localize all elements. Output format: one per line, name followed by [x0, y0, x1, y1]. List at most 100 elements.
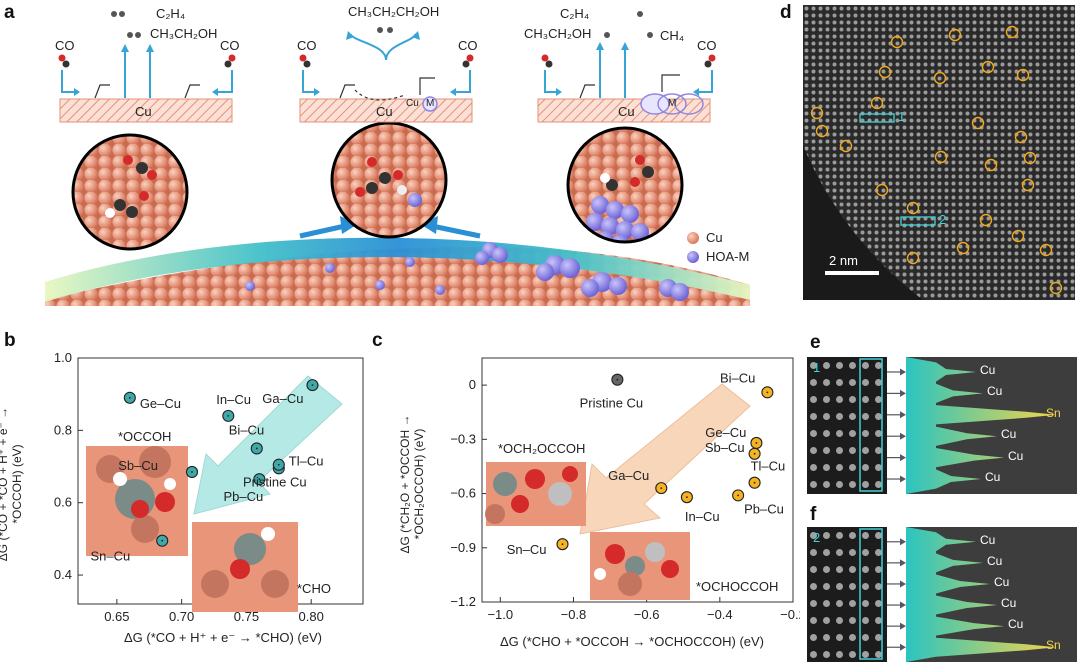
a-left-co-left: CO	[55, 38, 75, 53]
a-left-co-right: CO	[220, 38, 240, 53]
peak-label: Sn	[1046, 638, 1061, 653]
x-tick-label: −0.8	[561, 607, 587, 622]
data-point-center	[258, 478, 261, 481]
a-right-site-m: M	[668, 98, 677, 109]
b-ylabel-line1: ΔG (*CO + *CO + H⁺ + e⁻ →	[0, 407, 10, 562]
a-right-product-mid: CH₃CH₂OH	[524, 26, 592, 41]
a-mid-co-left: CO	[297, 38, 317, 53]
a-mid-product: CH₃CH₂CH₂OH	[348, 4, 440, 19]
a-right-product-ch4: CH₄	[660, 28, 685, 43]
panel-label-a: a	[4, 2, 15, 23]
data-point-center	[753, 452, 756, 455]
c-label-och2occoh: *OCH₂OCCOH	[498, 441, 586, 456]
data-point-center	[255, 447, 258, 450]
b-label-occoh: *OCCOH	[118, 429, 172, 444]
intensity-profile-1: Cu Cu Sn Cu Cu Cu	[906, 357, 1077, 494]
data-point-center	[753, 481, 756, 484]
strip-1-index: 1	[813, 360, 821, 375]
data-point-center	[161, 539, 164, 542]
peak-label: Cu	[994, 574, 1010, 589]
data-point-label: Pb–Cu	[223, 489, 263, 504]
a-right-surface-label: Cu	[618, 104, 635, 119]
data-point-center	[561, 543, 564, 546]
c-ylabel-line1: ΔG (*CH₂O + *OCCOH →	[398, 414, 412, 554]
panel-label-c: c	[372, 330, 383, 351]
strip-highlight-box	[859, 358, 883, 492]
row-arrow-head	[900, 580, 906, 588]
c-label-ochocc: *OCHOCCOH	[696, 579, 779, 594]
c-trend-arrow	[579, 383, 751, 535]
y-tick-label: −0.6	[450, 486, 476, 501]
panel-label-d-top: d	[780, 2, 792, 23]
y-tick-label: 0.8	[54, 422, 72, 437]
panel-label-b: b	[4, 330, 16, 351]
x-tick-label: −0.2	[780, 607, 800, 622]
a-right-co-right: CO	[697, 38, 717, 53]
data-point-label: Ge–Cu	[140, 396, 181, 411]
arc-band	[45, 237, 750, 302]
metal-sites	[422, 93, 704, 115]
data-point-label: Sb–Cu	[118, 458, 158, 473]
a-left-product-top: C₂H₄	[156, 6, 186, 21]
row-arrow-head	[900, 475, 906, 483]
data-point-center	[755, 442, 758, 444]
data-point-label: Tl–Cu	[751, 459, 786, 474]
a-legend-hoa: HOA-M	[706, 249, 750, 264]
zoom-circle-left	[71, 133, 189, 251]
data-point-label: Pristine Cu	[580, 396, 644, 411]
data-point-center	[616, 378, 619, 381]
intensity-curve	[906, 357, 1056, 494]
peak-label: Cu	[980, 362, 996, 377]
stem-strip-1: 1	[807, 357, 887, 494]
data-point-label: In–Cu	[685, 509, 720, 524]
data-point-label: Pristine Cu	[243, 475, 307, 490]
peak-label: Cu	[985, 470, 1001, 485]
data-point-label: Sn–Cu	[507, 542, 547, 557]
strip-highlight-box	[859, 528, 883, 660]
a-mid-site-cu: Cu	[406, 98, 419, 109]
x-tick-label: −1.0	[487, 607, 513, 622]
x-tick-label: 0.65	[104, 609, 129, 624]
panel-c-chart: −1.0 −0.8 −0.6 −0.4 −0.2 0 −0.3 −0.6 −0.9 −1.2 Pr…	[450, 357, 800, 622]
row-arrow-head	[900, 454, 906, 462]
a-mid-site-m: M	[426, 98, 435, 109]
data-point-label: Ga–Cu	[262, 391, 303, 406]
strip-2-index: 2	[813, 530, 821, 545]
a-right-product-top: C₂H₄	[560, 6, 590, 21]
zoom-circle-middle	[330, 121, 448, 239]
stem-image: 1 2 2 nm	[803, 5, 1075, 300]
b-ylabel: ΔG (*CO + *CO + H⁺ + e⁻ → *OCCOH) (eV)	[0, 394, 24, 574]
data-point-label: Tl–Cu	[289, 453, 324, 468]
c-inset-ochocc	[590, 532, 690, 600]
y-tick-label: −1.2	[450, 594, 476, 609]
scale-bar	[825, 271, 879, 275]
y-tick-label: −0.9	[450, 540, 476, 555]
data-point-label: Bi–Cu	[720, 370, 755, 385]
panel-label-e: e	[810, 332, 821, 353]
c-inset-och2occoh	[485, 462, 586, 526]
co-molecules	[58, 54, 716, 68]
c-xlabel: ΔG (*CHO + *OCCOH → *OCHOCCOH) (eV)	[500, 634, 765, 649]
zoom-circle-right	[566, 126, 684, 244]
intensity-profile-2: Cu Cu Cu Cu Cu Sn	[906, 527, 1077, 662]
panel-b-chart: 0.65 0.70 0.75 0.80 0.4 0.6 0.8 1.0 Ge–Cu In–Cu G…	[54, 350, 364, 624]
stem-box-2	[900, 216, 936, 226]
data-point-label: In–Cu	[216, 392, 251, 407]
x-tick-label: 0.75	[234, 609, 259, 624]
row-arrow-head	[900, 389, 906, 397]
peak-label: Cu	[980, 532, 996, 547]
y-tick-label: 0.6	[54, 495, 72, 510]
y-tick-label: 0.4	[54, 567, 72, 582]
peak-label: Sn	[1046, 405, 1061, 420]
a-mid-surface-label: Cu	[376, 104, 393, 119]
row-arrow-head	[900, 411, 906, 419]
data-point-label: Ge–Cu	[705, 425, 746, 440]
data-point-center	[191, 471, 193, 473]
b-label-cho: *CHO	[297, 581, 331, 596]
a-legend-cu: Cu	[706, 230, 723, 245]
data-point-center	[660, 487, 663, 490]
row-arrow-head	[900, 601, 906, 609]
peak-label: Cu	[987, 384, 1003, 399]
f-arrows	[887, 538, 906, 651]
stem-box-2-label: 2	[939, 212, 947, 227]
